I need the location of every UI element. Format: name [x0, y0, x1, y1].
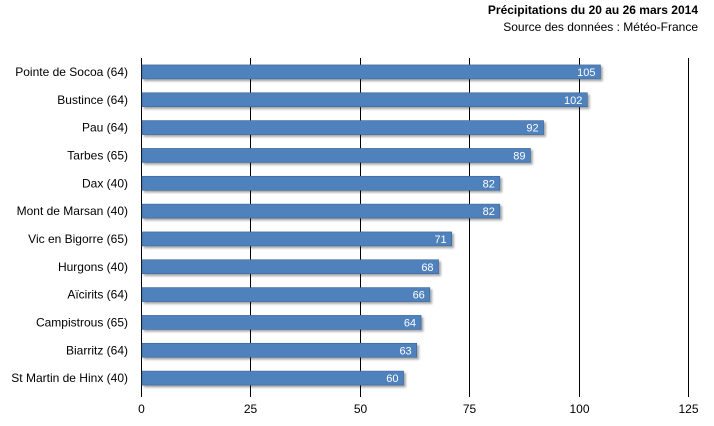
bar [141, 148, 531, 163]
bar [141, 203, 501, 219]
x-tick-label: 125 [678, 402, 698, 416]
bars: 105 102 92 89 82 82 71 68 66 64 63 60 [141, 64, 601, 386]
category-label: Aïcirits (64) [67, 288, 128, 302]
bar [141, 315, 422, 330]
category-label: Bustince (64) [57, 93, 128, 107]
chart-subtitle: Source des données : Météo-France [503, 20, 698, 34]
data-label: 71 [434, 234, 446, 246]
bar [141, 92, 588, 108]
data-label: 60 [386, 373, 398, 385]
bar [141, 287, 431, 302]
data-label: 105 [577, 67, 595, 79]
chart-title: Précipitations du 20 au 26 mars 2014 [487, 3, 698, 17]
bar [141, 370, 404, 386]
data-label: 82 [483, 206, 495, 218]
category-label: Mont de Marsan (40) [17, 204, 128, 218]
category-label: Pointe de Socoa (64) [15, 65, 128, 79]
bar [141, 64, 601, 80]
data-label: 63 [399, 345, 411, 357]
category-label: Campistrous (65) [36, 315, 128, 329]
category-label: Hurgons (40) [58, 260, 128, 274]
bar [141, 231, 452, 247]
bar [141, 120, 544, 135]
bar [141, 259, 439, 275]
category-label: St Martin de Hinx (40) [11, 371, 128, 385]
category-label: Vic en Bigorre (65) [28, 232, 128, 246]
data-label: 82 [483, 178, 495, 190]
x-tick-label: 25 [244, 402, 258, 416]
x-tick-label: 50 [354, 402, 368, 416]
category-label: Tarbes (65) [67, 148, 128, 162]
data-label: 66 [413, 290, 425, 302]
x-tick-label: 75 [463, 402, 477, 416]
grid-lines [141, 58, 689, 397]
data-label: 68 [421, 262, 433, 274]
category-label: Dax (40) [82, 176, 128, 190]
category-labels: Pointe de Socoa (64) Bustince (64) Pau (64… [11, 65, 128, 385]
category-label: Pau (64) [82, 121, 128, 135]
x-tick-label: 100 [569, 402, 589, 416]
x-tick-label: 0 [138, 402, 145, 416]
bar [141, 342, 417, 358]
data-label: 89 [513, 150, 525, 162]
x-axis-ticks: 0 25 50 75 100 125 [138, 402, 699, 416]
bar [141, 175, 501, 191]
data-label: 92 [526, 123, 538, 135]
data-label: 64 [404, 317, 416, 329]
category-label: Biarritz (64) [66, 343, 128, 357]
data-label: 102 [564, 95, 582, 107]
